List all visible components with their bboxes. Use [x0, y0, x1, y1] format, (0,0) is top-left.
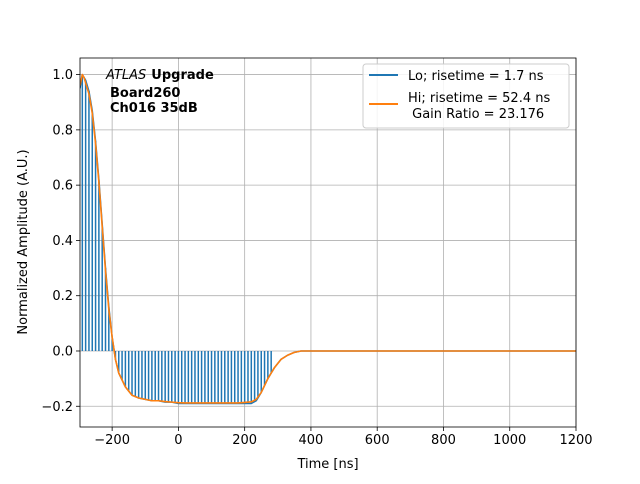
- x-tick-label: −200: [94, 433, 130, 448]
- y-axis-label: Normalized Amplitude (A.U.): [16, 149, 31, 334]
- y-tick-label: 0.6: [52, 179, 73, 194]
- y-tick-label: 1.0: [52, 68, 73, 83]
- series-layer: [80, 73, 576, 405]
- x-tick-label: 1200: [559, 433, 592, 448]
- y-tick-label: 0.8: [52, 123, 73, 138]
- x-tick-label: 800: [431, 433, 456, 448]
- x-tick-label: 1000: [493, 433, 526, 448]
- legend: Lo; risetime = 1.7 ns Hi; risetime = 52.…: [362, 63, 570, 129]
- ticks: −200 0 200 400 600 800 1000 1200 −0.2 0.0 0.2 0.4 0.…: [41, 68, 592, 448]
- y-tick-label: 0.0: [52, 344, 73, 359]
- y-tick-label: 0.2: [52, 289, 73, 304]
- annotation-atlas: ATLAS: [105, 68, 146, 83]
- legend-label-hi-line: Hi; risetime = 52.4 ns: [408, 91, 550, 106]
- series-hi-line: [80, 73, 576, 404]
- axes-frame: [79, 57, 577, 428]
- y-tick-label: −0.2: [41, 400, 73, 415]
- legend-label-hi: Hi; risetime = 52.4 ns Gain Ratio = 23.1…: [408, 91, 550, 122]
- legend-box: [362, 63, 570, 129]
- x-tick-label: 0: [174, 433, 182, 448]
- atlas-annotation: ATLAS Upgrade Board260 Ch016 35dB: [105, 68, 214, 116]
- x-tick-label: 600: [365, 433, 390, 448]
- annotation-line-2: Board260: [110, 86, 180, 101]
- y-tick-label: 0.4: [52, 234, 73, 249]
- plot-area: [80, 73, 576, 405]
- annotation-line-1: ATLAS Upgrade: [105, 68, 214, 83]
- x-tick-label: 400: [299, 433, 324, 448]
- x-axis-label: Time [ns]: [296, 457, 358, 472]
- legend-label-hi-line: Gain Ratio = 23.176: [408, 107, 544, 122]
- annotation-upgrade: Upgrade: [151, 68, 214, 83]
- annotation-line-3: Ch016 35dB: [110, 101, 198, 116]
- legend-label-lo: Lo; risetime = 1.7 ns: [408, 69, 544, 84]
- x-tick-label: 200: [232, 433, 257, 448]
